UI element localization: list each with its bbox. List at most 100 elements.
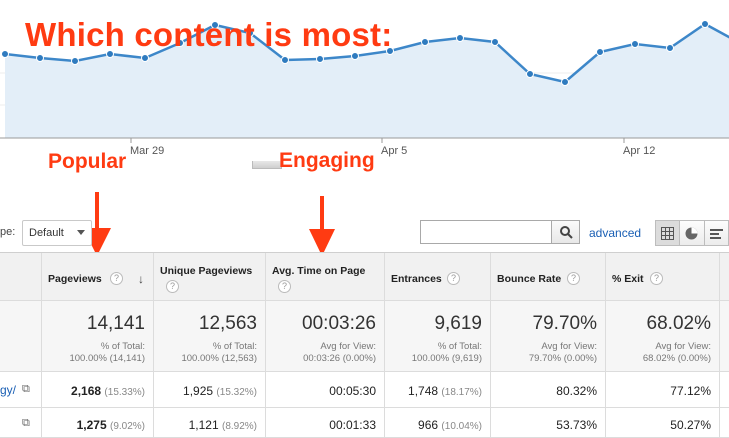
- avg-time-cell: 00:05:30: [329, 384, 376, 398]
- exit-cell: 50.27%: [670, 418, 711, 432]
- chart-point: [281, 56, 289, 64]
- total-sub: % of Total: 100.00% (12,563): [181, 341, 257, 364]
- help-icon[interactable]: ?: [567, 272, 580, 285]
- table-controls: pe: Default advanced: [0, 214, 729, 252]
- external-link-icon[interactable]: ⧉: [22, 417, 30, 429]
- headline: Which content is most:: [25, 16, 393, 53]
- table-cell: 1,121 (8.92%): [153, 408, 265, 437]
- sort-desc-icon[interactable]: ↓: [138, 272, 144, 286]
- avg-time-cell: 00:01:33: [329, 418, 376, 432]
- chart-toggle-tab[interactable]: [252, 161, 282, 169]
- table-cell: 2,168 (15.33%): [41, 372, 153, 407]
- total-value: 14,141: [86, 313, 145, 334]
- bars-view-button[interactable]: [704, 221, 729, 245]
- chart-point: [246, 29, 254, 37]
- chart-point: [316, 55, 324, 63]
- chart-point: [456, 34, 464, 42]
- table-row: gy/ ⧉ 2,168 (15.33%) 1,925 (15.32%) 00:0…: [0, 372, 729, 408]
- x-tick-label: Apr 12: [623, 145, 656, 157]
- table-row: ⧉ 1,275 (9.02%) 1,121 (8.92%) 00:01:33 9…: [0, 408, 729, 438]
- column-label: % Exit: [612, 273, 644, 285]
- unique-cell: 1,121 (8.92%): [188, 418, 257, 432]
- exit-cell: 77.12%: [670, 384, 711, 398]
- table-cell: 80.32%: [490, 372, 605, 407]
- pie-icon: [685, 227, 698, 239]
- total-sub: % of Total: 100.00% (9,619): [411, 341, 482, 364]
- col-header-pageviews[interactable]: Pageviews ? ↓: [41, 253, 153, 300]
- grid-icon: [661, 226, 675, 240]
- col-header-bounce-rate[interactable]: Bounce Rate ?: [490, 253, 605, 300]
- bounce-cell: 80.32%: [556, 384, 597, 398]
- callout-engaging: Engaging: [279, 149, 375, 172]
- chart-point: [596, 48, 604, 56]
- total-value: 79.70%: [532, 313, 597, 334]
- timeline-chart: Which content is most: Mar 29 Apr 5 Apr …: [0, 0, 729, 160]
- chart-point: [106, 50, 114, 58]
- total-cell: 9,619 % of Total: 100.00% (9,619): [384, 301, 490, 371]
- total-sub: Avg for View: 00:03:26 (0.00%): [303, 341, 376, 364]
- col-header-exit[interactable]: % Exit ?: [605, 253, 719, 300]
- type-label: pe:: [0, 226, 16, 238]
- column-label: Unique Pageviews: [160, 265, 253, 277]
- total-value: 68.02%: [646, 313, 711, 334]
- grid-view-button[interactable]: [656, 221, 681, 245]
- table-cell: 966 (10.04%): [384, 408, 490, 437]
- total-cell-overflow: [719, 301, 729, 371]
- chart-area-fill: [5, 24, 729, 138]
- table-cell: 50.27%: [605, 408, 719, 437]
- search-input[interactable]: [420, 220, 552, 244]
- table-cell-overflow: [719, 408, 729, 437]
- table-cell: 1,925 (15.32%): [153, 372, 265, 407]
- chart-point: [666, 44, 674, 52]
- chart-point: [1, 50, 9, 58]
- chart-canvas: [0, 20, 729, 143]
- unique-cell: 1,925 (15.32%): [183, 384, 257, 398]
- page-link[interactable]: gy/: [0, 383, 17, 397]
- col-header-unique-pageviews[interactable]: Unique Pageviews ?: [153, 253, 265, 300]
- help-icon[interactable]: ?: [278, 280, 291, 293]
- column-label: Pageviews: [48, 273, 102, 285]
- callout-popular: Popular: [48, 150, 127, 173]
- chart-point: [526, 70, 534, 78]
- bounce-cell: 53.73%: [556, 418, 597, 432]
- table-cell: 00:05:30: [265, 372, 384, 407]
- chart-point: [351, 52, 359, 60]
- pie-view-button[interactable]: [680, 221, 705, 245]
- chart-point: [71, 57, 79, 65]
- help-icon[interactable]: ?: [166, 280, 179, 293]
- total-value: 9,619: [434, 313, 482, 334]
- help-icon[interactable]: ?: [447, 272, 460, 285]
- help-icon[interactable]: ?: [110, 272, 123, 285]
- total-cell: 79.70% Avg for View: 79.70% (0.00%): [490, 301, 605, 371]
- col-header-entrances[interactable]: Entrances ?: [384, 253, 490, 300]
- total-sub: Avg for View: 68.02% (0.00%): [642, 341, 711, 364]
- chart-series-line: [4, 22, 729, 84]
- advanced-link[interactable]: advanced: [589, 226, 642, 240]
- total-value: 12,563: [198, 313, 257, 334]
- arrow-down-icon: [309, 196, 335, 256]
- col-header-overflow: [719, 253, 729, 300]
- column-label: Bounce Rate: [497, 273, 562, 285]
- help-icon[interactable]: ?: [650, 272, 663, 285]
- chart-point: [211, 21, 219, 29]
- entrances-cell: 966 (10.04%): [418, 418, 482, 432]
- table-cell: 00:01:33: [265, 408, 384, 437]
- chart-point: [36, 54, 44, 62]
- chart-point: [386, 47, 394, 55]
- chart-point: [491, 38, 499, 46]
- column-label: Avg. Time on Page: [272, 265, 366, 277]
- chart-point: [631, 40, 639, 48]
- dropdown-caret-icon: [77, 230, 85, 235]
- table-cell: 1,275 (9.02%): [41, 408, 153, 437]
- chart-point: [176, 39, 184, 47]
- total-cell: 12,563 % of Total: 100.00% (12,563): [153, 301, 265, 371]
- table-cell: 77.12%: [605, 372, 719, 407]
- magnifier-icon: [559, 226, 573, 239]
- col-header-avg-time[interactable]: Avg. Time on Page ?: [265, 253, 384, 300]
- table-cell-overflow: [719, 372, 729, 407]
- total-sub: % of Total: 100.00% (14,141): [69, 341, 145, 364]
- search-button[interactable]: [552, 220, 580, 244]
- type-select[interactable]: Default: [22, 220, 92, 246]
- chart-point: [701, 20, 709, 28]
- external-link-icon[interactable]: ⧉: [22, 383, 30, 395]
